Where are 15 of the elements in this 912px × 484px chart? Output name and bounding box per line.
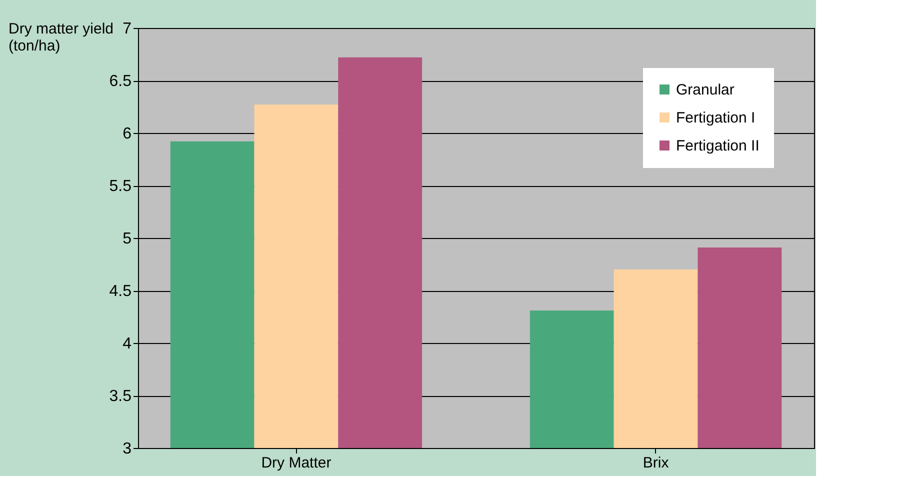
x-tick-label: Dry Matter	[261, 454, 332, 472]
y-tick-label: 5	[122, 230, 132, 248]
y-tick-label: 4.5	[109, 283, 132, 300]
y-tick-label: 4	[122, 336, 132, 352]
legend-label: Fertigation II	[676, 138, 760, 154]
y-tick-label: 7	[122, 20, 132, 38]
x-tick-label: Brix	[642, 454, 670, 472]
y-tick-label: 5.5	[109, 178, 132, 195]
y-tick-label: 3	[122, 440, 132, 458]
y-axis-title: Dry matter yield (ton/ha)	[8, 20, 114, 54]
legend-label: Granular	[676, 82, 734, 98]
y-tick-label: 3.5	[109, 388, 132, 405]
y-tick-label: 6	[122, 126, 132, 142]
legend-label: Fertigation I	[676, 110, 756, 126]
y-tick-label: 6.5	[109, 73, 132, 90]
